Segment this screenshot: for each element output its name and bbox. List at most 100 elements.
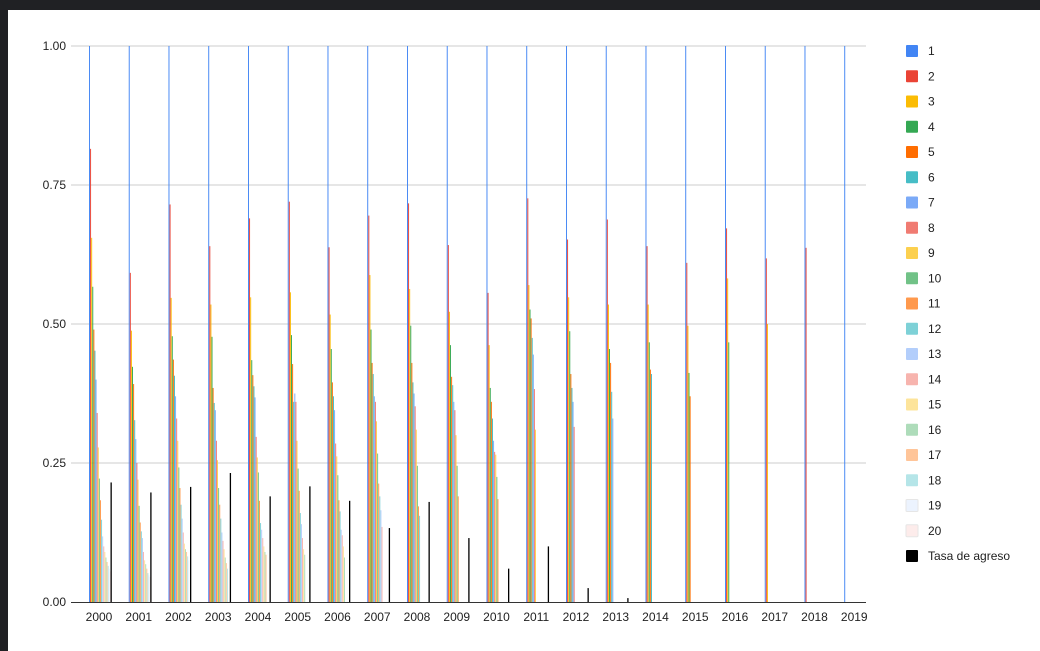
legend-item[interactable]: 16 (906, 423, 942, 437)
bar-12-2008 (419, 515, 421, 602)
bar-3-2003 (210, 304, 212, 602)
bar-11-2009 (457, 496, 459, 602)
x-tick-label: 2017 (761, 610, 788, 624)
bar-4-2005 (291, 335, 292, 602)
bar-2-2013 (606, 219, 608, 603)
bar-2-2007 (368, 215, 370, 602)
legend-item[interactable]: 1 (906, 44, 935, 58)
legend-item[interactable]: 5 (906, 145, 935, 159)
bar-7-2013 (612, 418, 614, 602)
bar-5-2015 (689, 396, 691, 602)
bar-6-2012 (571, 387, 573, 602)
x-tick-label: 2012 (563, 610, 590, 624)
bar-4-2010 (489, 387, 491, 602)
bar-1-2003 (208, 46, 210, 602)
legend-label: 16 (928, 423, 942, 437)
legend-swatch (906, 196, 918, 209)
x-tick-label: 2000 (86, 610, 113, 624)
legend-label: 5 (928, 145, 935, 159)
bar-9-2005 (296, 440, 298, 602)
bar-9-2010 (495, 454, 497, 602)
legend-item[interactable]: 20 (905, 524, 942, 538)
legend-label: 14 (928, 372, 942, 386)
bar-2-2002 (169, 204, 171, 602)
legend-item[interactable]: 7 (906, 196, 935, 210)
legend-swatch (906, 297, 918, 310)
bar-18-2001 (147, 573, 149, 602)
legend-item[interactable]: Tasa de agreso (906, 549, 1010, 563)
bar-8-2008 (414, 406, 416, 602)
bar-4-2016 (728, 342, 730, 602)
legend-item[interactable]: 15 (906, 398, 942, 412)
bar-tasa-de-agreso-2009 (468, 538, 470, 602)
legend-item[interactable]: 10 (906, 271, 942, 285)
legend-item[interactable]: 3 (906, 95, 935, 109)
bar-tasa-de-agreso-2002 (190, 486, 192, 602)
bar-8-2010 (494, 451, 496, 602)
x-tick-label: 2003 (205, 610, 232, 624)
bar-1-2015 (685, 46, 687, 602)
legend-item[interactable]: 17 (906, 448, 942, 462)
bar-5-2002 (172, 359, 174, 602)
bar-14-2007 (381, 526, 383, 602)
bar-5-2013 (610, 362, 612, 602)
bar-13-2006 (340, 529, 342, 602)
bar-9-2009 (455, 435, 457, 602)
legend-label: Tasa de agreso (928, 549, 1010, 563)
bar-9-2002 (177, 440, 179, 602)
bar-13-2001 (141, 538, 143, 602)
legend-item[interactable]: 4 (906, 120, 935, 134)
bar-10-2006 (337, 475, 339, 602)
bar-8-2006 (335, 443, 337, 602)
legend-label: 2 (928, 69, 935, 83)
bar-6-2000 (94, 350, 96, 602)
bar-10-2000 (98, 478, 100, 602)
legend-item[interactable]: 6 (906, 170, 935, 184)
x-tick-label: 2015 (682, 610, 709, 624)
bar-3-2004 (250, 297, 252, 602)
bar-5-2007 (371, 362, 373, 602)
bar-5-2010 (490, 401, 492, 602)
bar-14-2004 (262, 538, 264, 602)
legend-item[interactable]: 14 (906, 372, 942, 386)
bar-16-2005 (304, 554, 306, 602)
bar-14-2005 (302, 538, 303, 602)
legend-item[interactable]: 13 (906, 347, 942, 361)
bar-3-2001 (130, 330, 132, 602)
bar-8-2009 (454, 410, 456, 602)
legend-item[interactable]: 19 (905, 499, 942, 513)
legend-item[interactable]: 11 (906, 297, 941, 311)
bar-11-2006 (338, 500, 340, 602)
legend-label: 6 (928, 170, 935, 184)
bar-1-2001 (128, 46, 130, 602)
bar-1-2008 (407, 46, 408, 602)
bar-3-2005 (289, 292, 291, 602)
legend-label: 12 (928, 322, 942, 336)
x-tick-label: 2004 (245, 610, 272, 624)
bar-1-2010 (486, 46, 488, 602)
y-tick-label: 0.25 (43, 456, 67, 470)
bar-15-2002 (183, 543, 185, 602)
legend-item[interactable]: 12 (906, 322, 942, 336)
bar-7-2002 (175, 396, 177, 602)
legend-item[interactable]: 2 (906, 69, 935, 83)
bar-16-2001 (145, 564, 147, 602)
bar-4-2009 (450, 345, 451, 602)
bar-4-2006 (330, 349, 332, 602)
bar-7-2011 (532, 354, 534, 602)
bar-1-2006 (327, 46, 329, 602)
legend-swatch (906, 398, 918, 411)
legend-item[interactable]: 18 (906, 473, 942, 487)
bar-11-2008 (418, 506, 419, 602)
bar-tasa-de-agreso-2000 (110, 482, 112, 602)
legend-label: 4 (928, 120, 935, 134)
legend-item[interactable]: 9 (906, 246, 935, 260)
legend-item[interactable]: 8 (906, 221, 935, 235)
bar-5-2008 (411, 362, 413, 602)
bar-12-2007 (379, 496, 381, 602)
bar-2-2017 (765, 258, 767, 602)
bar-2-2016 (726, 228, 728, 603)
bar-7-2003 (214, 410, 216, 602)
bar-6-2008 (412, 382, 414, 602)
legend-swatch (906, 70, 918, 83)
